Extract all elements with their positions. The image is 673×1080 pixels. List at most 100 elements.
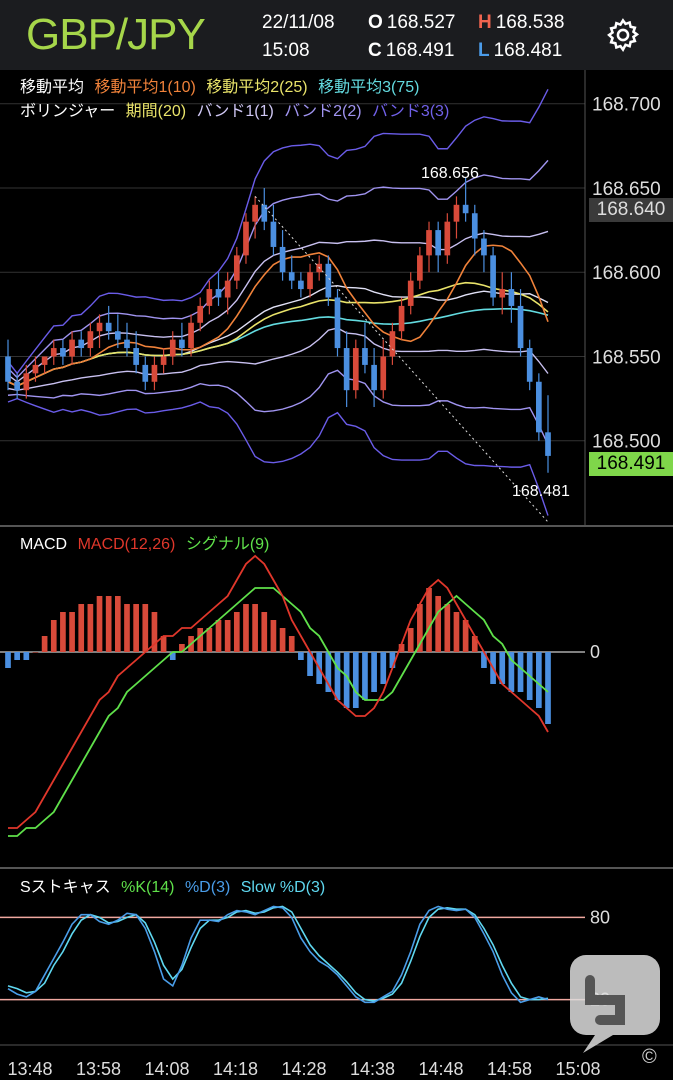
- macd-pane: 0: [0, 525, 673, 837]
- candle-body: [398, 305, 405, 332]
- price-tick-label: 168.600: [592, 263, 661, 284]
- candle-body: [179, 339, 185, 349]
- macd-histogram-bar: [508, 652, 515, 692]
- macd-histogram-bar: [14, 652, 20, 660]
- bb-band3-lower-line: [7, 397, 549, 516]
- macd-histogram-bar: [270, 620, 277, 652]
- candle-body: [5, 356, 11, 382]
- candle-body: [215, 289, 222, 298]
- bb-legend: ボリンジャー 期間(20) バンド1(1) バンド2(2) バンド3(3): [20, 103, 450, 120]
- candle-body: [188, 322, 194, 349]
- macd-histogram-bar: [142, 604, 149, 652]
- candle-body: [169, 339, 176, 357]
- macd-histogram-bar: [105, 596, 112, 652]
- candle-body: [298, 280, 304, 290]
- candle-body: [453, 204, 460, 222]
- macd-histogram-bar: [114, 596, 121, 652]
- price-tick-label: 168.700: [592, 95, 661, 116]
- signal-line: [8, 587, 549, 837]
- macd-histogram-bar: [334, 652, 341, 700]
- x-tick-label: 14:48: [418, 1059, 463, 1079]
- candle-body: [14, 381, 20, 391]
- candle-body: [380, 356, 387, 391]
- macd-histogram-bar: [343, 652, 350, 708]
- candle-body: [233, 255, 240, 281]
- macd-histogram-bar: [398, 644, 405, 652]
- candle-body: [435, 230, 442, 256]
- symbol-title: GBP/JPY: [26, 10, 206, 59]
- macd-histogram-bar: [124, 604, 130, 652]
- macd-histogram-bar: [517, 652, 524, 692]
- macd-histogram-bar: [407, 628, 414, 652]
- candle-body: [362, 348, 368, 365]
- candle-body: [417, 255, 423, 281]
- bb-band1-upper-line: [7, 230, 549, 383]
- macd-histogram-bar: [352, 652, 359, 708]
- candle-body: [499, 289, 506, 298]
- d-line: [7, 905, 549, 1004]
- macd-histogram-bar: [215, 620, 222, 652]
- macd-histogram-bar: [87, 604, 94, 652]
- low-marker-label: 168.481: [512, 483, 570, 500]
- candle-body: [389, 331, 396, 357]
- copyright-mark: ©: [642, 1046, 657, 1068]
- candle-body: [462, 204, 469, 214]
- candle-body: [32, 364, 39, 374]
- low-value: L 168.481: [478, 40, 563, 61]
- x-tick-label: 14:58: [487, 1059, 532, 1079]
- candle-body: [133, 348, 139, 365]
- macd-histogram-bar: [224, 620, 231, 652]
- candle-body: [124, 339, 130, 349]
- candle-body: [50, 348, 57, 357]
- bb-band2-upper-line: [7, 159, 549, 379]
- stoch-legend: Sストキャス %K(14) %D(3) Slow %D(3): [20, 879, 326, 896]
- gear-icon[interactable]: [604, 16, 642, 54]
- stoch-level-label: 80: [590, 907, 610, 927]
- macd-histogram-bar: [279, 628, 286, 652]
- macd-histogram-bar: [5, 652, 11, 668]
- candle-body: [481, 238, 487, 256]
- high-marker-label: 168.656: [421, 165, 479, 182]
- candle-body: [151, 364, 158, 382]
- macd-line: [8, 554, 549, 829]
- bb-band2-lower-line: [7, 369, 549, 445]
- macd-histogram-bar: [197, 628, 204, 652]
- macd-histogram-bar: [435, 596, 442, 652]
- header-bar: GBP/JPY 22/11/08 15:08 O 168.527 C 168.491…: [0, 0, 673, 70]
- macd-histogram-bar: [50, 620, 57, 652]
- macd-zero-label: 0: [590, 642, 600, 662]
- candle-body: [407, 280, 414, 306]
- watermark-logo-icon: [570, 955, 660, 1053]
- close-value: C 168.491: [368, 40, 455, 61]
- high-value: H 168.538: [478, 12, 565, 33]
- candle-body: [261, 204, 268, 222]
- x-tick-label: 15:08: [555, 1059, 600, 1079]
- candle-body: [471, 213, 478, 239]
- x-tick-label: 14:28: [281, 1059, 326, 1079]
- macd-histogram-bar: [362, 652, 368, 700]
- macd-histogram-bar: [78, 604, 85, 652]
- candle-body: [444, 221, 451, 256]
- macd-histogram-bar: [499, 652, 506, 684]
- candle-body: [307, 272, 313, 290]
- candle-body: [96, 322, 103, 332]
- x-axis: 13:48 13:58 14:08 14:18 14:28 14:38 14:48 14:58…: [0, 1044, 673, 1079]
- candle-body: [252, 204, 258, 222]
- price-tick-label: 168.500: [592, 432, 661, 453]
- macd-histogram-bar: [32, 652, 39, 653]
- candle-body: [325, 263, 332, 298]
- trend-line: [254, 196, 549, 523]
- macd-histogram-bar: [160, 636, 167, 652]
- macd-histogram-bar: [417, 604, 423, 652]
- macd-histogram-bar: [298, 652, 304, 660]
- macd-histogram-bar: [243, 604, 249, 652]
- macd-histogram-bar: [133, 604, 139, 652]
- candle-body: [508, 289, 515, 306]
- macd-histogram-bar: [371, 652, 377, 692]
- macd-histogram-bar: [462, 620, 469, 652]
- macd-histogram-bar: [261, 612, 268, 652]
- candle-body: [279, 246, 286, 273]
- macd-histogram-bar: [471, 636, 478, 652]
- macd-histogram-bar: [453, 612, 460, 652]
- ma1-line: [7, 244, 549, 387]
